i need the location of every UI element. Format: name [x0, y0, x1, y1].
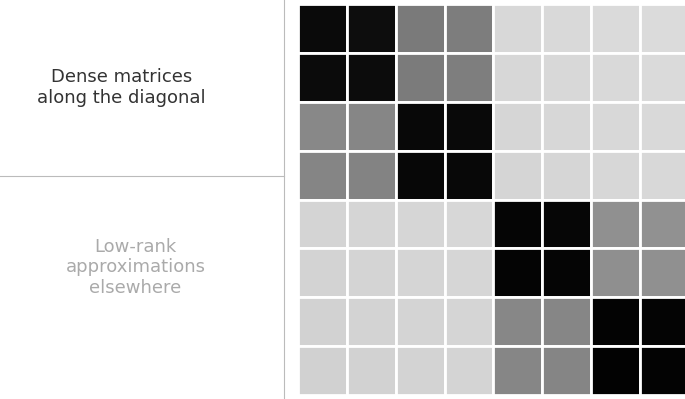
Bar: [298, 248, 347, 297]
Text: Dense matrices
along the diagonal: Dense matrices along the diagonal: [37, 68, 206, 107]
Bar: [445, 346, 493, 395]
Bar: [493, 151, 543, 200]
Bar: [591, 346, 640, 395]
Bar: [445, 4, 493, 53]
Bar: [591, 4, 640, 53]
Bar: [298, 4, 347, 53]
Bar: [347, 248, 396, 297]
Bar: [396, 248, 445, 297]
Bar: [298, 297, 347, 346]
Bar: [396, 4, 445, 53]
Bar: [543, 346, 591, 395]
Bar: [347, 4, 396, 53]
Bar: [396, 151, 445, 200]
Bar: [298, 346, 347, 395]
Bar: [543, 200, 591, 248]
Bar: [591, 248, 640, 297]
Bar: [493, 297, 543, 346]
Bar: [493, 248, 543, 297]
Bar: [640, 53, 685, 102]
Bar: [347, 151, 396, 200]
Bar: [640, 346, 685, 395]
Bar: [591, 200, 640, 248]
Bar: [493, 4, 543, 53]
Bar: [543, 297, 591, 346]
Bar: [347, 102, 396, 151]
Bar: [445, 248, 493, 297]
Bar: [640, 4, 685, 53]
Bar: [347, 53, 396, 102]
Bar: [543, 102, 591, 151]
Bar: [640, 248, 685, 297]
Bar: [591, 297, 640, 346]
Bar: [396, 53, 445, 102]
Bar: [493, 53, 543, 102]
Bar: [445, 53, 493, 102]
Text: Low-rank
approximations
elsewhere: Low-rank approximations elsewhere: [66, 237, 206, 297]
Bar: [493, 346, 543, 395]
Bar: [396, 346, 445, 395]
Bar: [298, 53, 347, 102]
Bar: [591, 151, 640, 200]
Bar: [445, 297, 493, 346]
Bar: [396, 297, 445, 346]
Bar: [445, 151, 493, 200]
Bar: [591, 53, 640, 102]
Bar: [591, 102, 640, 151]
Bar: [298, 151, 347, 200]
Bar: [396, 200, 445, 248]
Bar: [493, 200, 543, 248]
Bar: [543, 4, 591, 53]
Bar: [445, 102, 493, 151]
Bar: [640, 151, 685, 200]
Bar: [347, 346, 396, 395]
Bar: [298, 102, 347, 151]
Bar: [640, 200, 685, 248]
Bar: [445, 200, 493, 248]
Bar: [396, 102, 445, 151]
Bar: [347, 200, 396, 248]
Bar: [493, 102, 543, 151]
Bar: [298, 200, 347, 248]
Bar: [347, 297, 396, 346]
Bar: [543, 53, 591, 102]
Bar: [640, 297, 685, 346]
Bar: [543, 248, 591, 297]
Bar: [640, 102, 685, 151]
Bar: [543, 151, 591, 200]
